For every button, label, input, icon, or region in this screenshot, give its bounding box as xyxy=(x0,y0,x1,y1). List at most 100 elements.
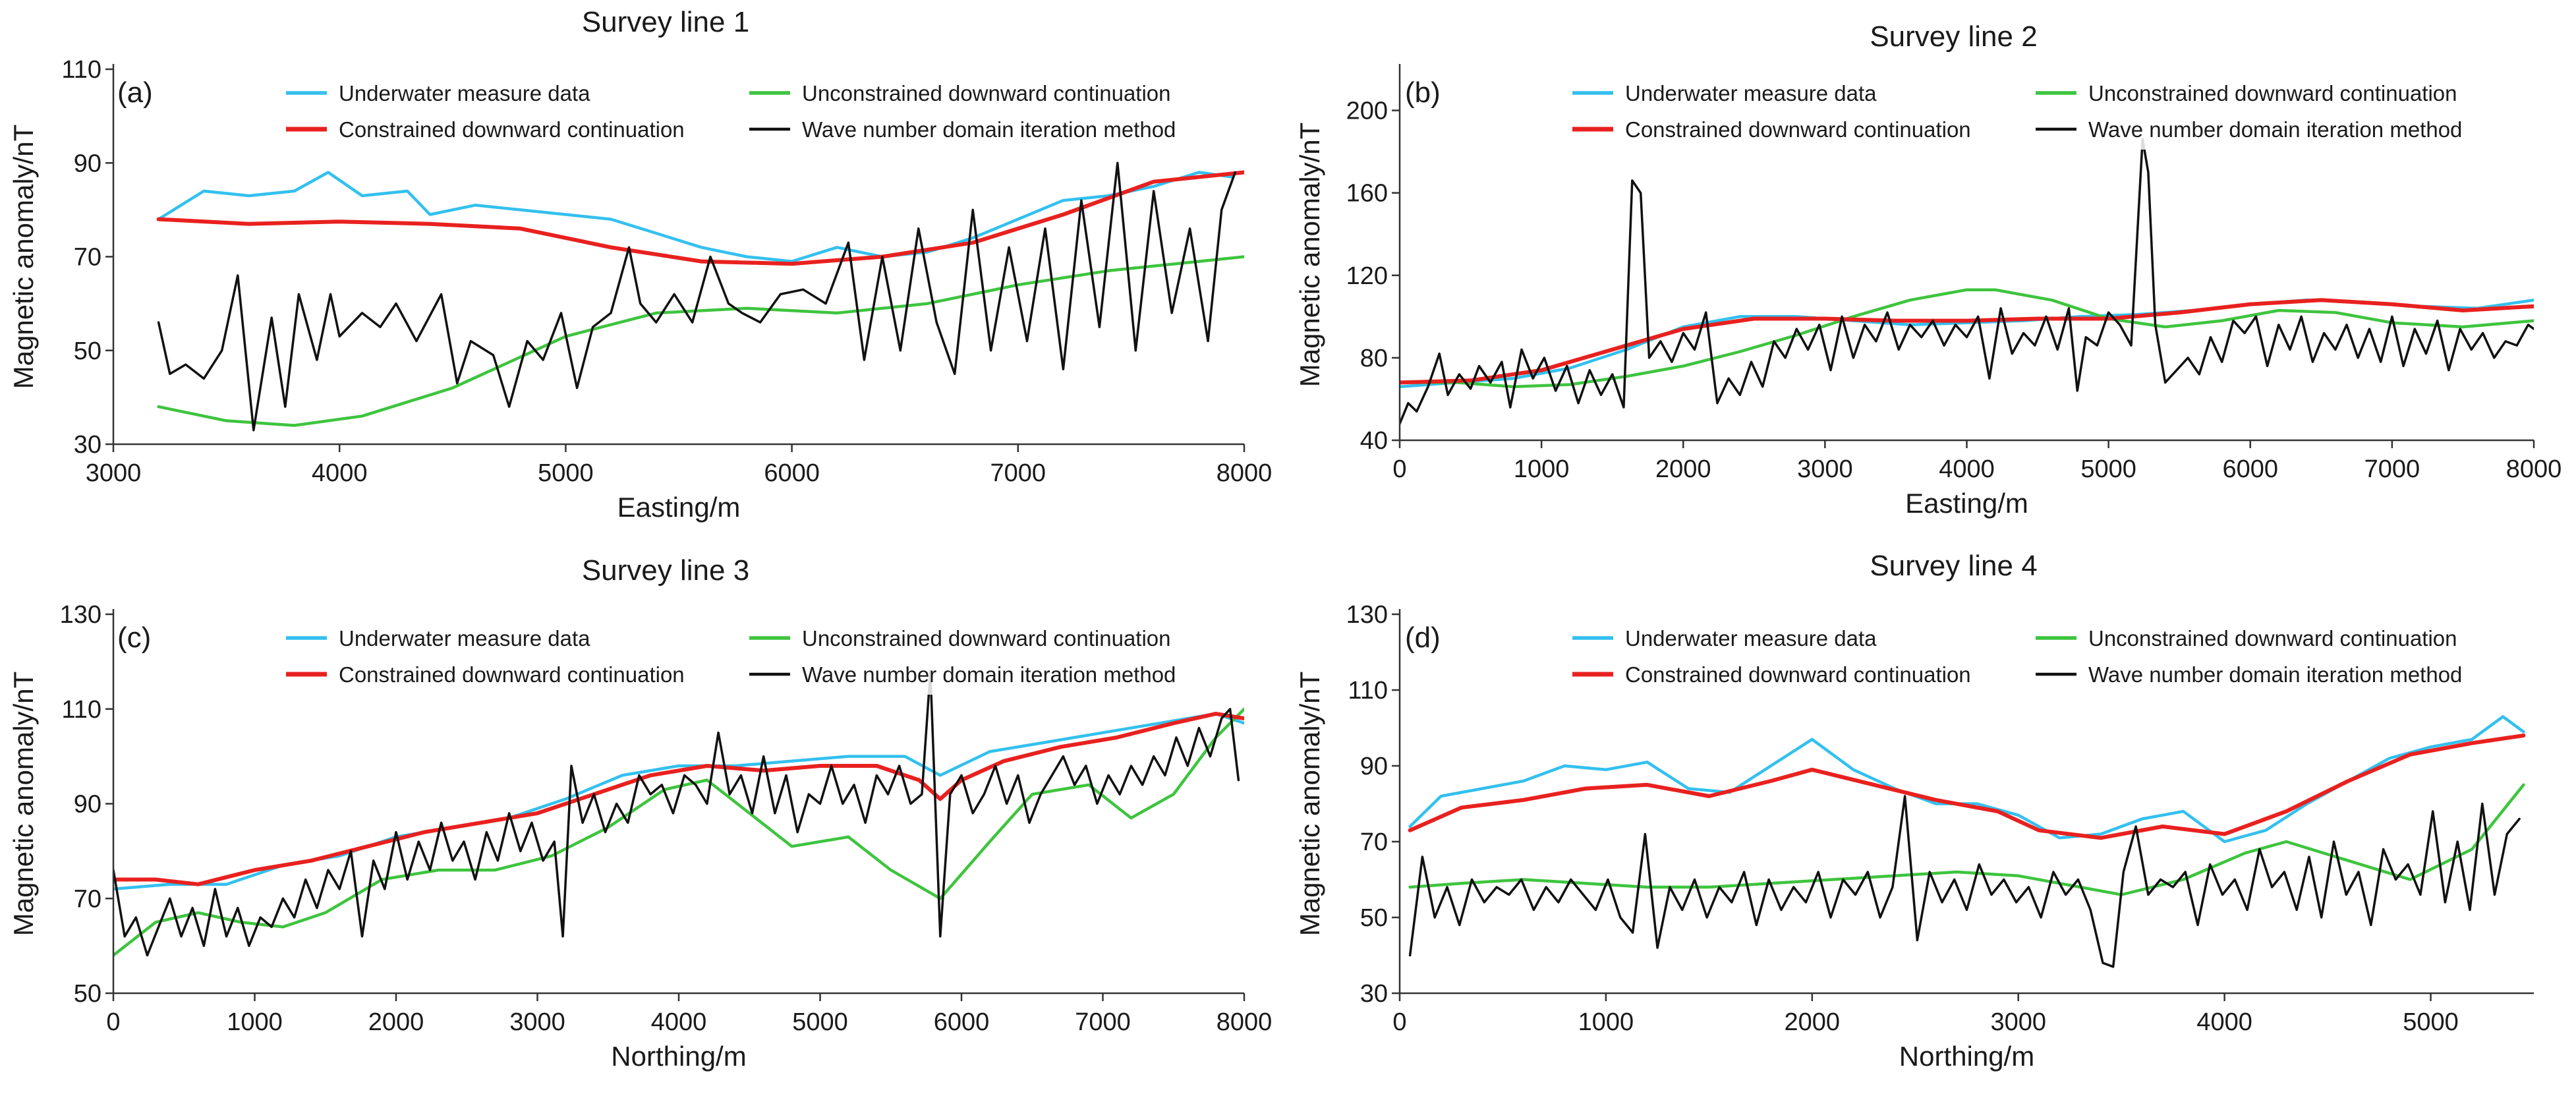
chart-panel-3: Survey line 3 0 1000 2000 3000 4000 5000 6000 70… xyxy=(8,554,1272,1072)
y-tick-label: 50 xyxy=(74,337,101,365)
series-line-wave-number-domain-iteration-method xyxy=(1408,795,2521,968)
y-tick-label: 30 xyxy=(1360,980,1388,1008)
series-line-wave-number-domain-iteration-method xyxy=(157,161,1237,432)
x-tick-label: 8000 xyxy=(1216,459,1273,487)
x-tick-label: 5000 xyxy=(538,459,594,487)
x-tick-label: 5000 xyxy=(2080,455,2136,483)
x-tick-label: 6000 xyxy=(934,1008,990,1036)
x-tick-label: 8000 xyxy=(1216,1008,1273,1036)
x-tick-label: 3000 xyxy=(1990,1008,2046,1036)
series-line-wave-number-domain-iteration-method xyxy=(1400,138,2534,425)
panel-label: (c) xyxy=(117,622,151,654)
series-line-unconstrained-downward-continuation xyxy=(157,255,1244,427)
legend-entry: Unconstrained downward continuation xyxy=(802,626,1171,651)
chart-title: Survey line 4 xyxy=(1870,550,2037,582)
x-tick-label: 1000 xyxy=(1578,1008,1634,1036)
legend: Underwater measure data Unconstrained dow… xyxy=(1560,617,2519,695)
legend-entry: Wave number domain iteration method xyxy=(2088,662,2462,687)
chart-panel-4: Survey line 4 0 1000 2000 3000 4000 5000 30 50 70… xyxy=(1294,550,2534,1072)
series-line-constrained-downward-continuation xyxy=(1408,734,2526,840)
y-tick-label: 120 xyxy=(1346,262,1388,290)
x-tick-label: 3000 xyxy=(509,1008,565,1036)
legend-entry: Underwater measure data xyxy=(339,81,590,105)
legend-entry: Wave number domain iteration method xyxy=(802,117,1176,142)
y-tick-label: 130 xyxy=(60,601,101,629)
x-tick-label: 3000 xyxy=(1797,455,1853,483)
x-tick-label: 1000 xyxy=(1514,455,1570,483)
y-tick-label: 110 xyxy=(61,56,101,84)
legend-entry: Underwater measure data xyxy=(1625,626,1877,651)
x-tick-label: 3000 xyxy=(86,459,142,487)
y-axis-label: Magnetic anomaly/nT xyxy=(1294,672,1325,937)
x-tick-label: 4000 xyxy=(2196,1008,2252,1036)
y-tick-label: 70 xyxy=(1360,828,1388,856)
x-tick-label: 6000 xyxy=(2222,455,2278,483)
x-tick-label: 1000 xyxy=(227,1008,283,1036)
y-tick-label: 90 xyxy=(74,791,101,819)
panel-label: (b) xyxy=(1405,76,1441,109)
chart-title: Survey line 2 xyxy=(1870,20,2037,53)
legend-entry: Wave number domain iteration method xyxy=(2088,117,2462,142)
series-line-underwater-measure-data xyxy=(157,171,1235,263)
x-tick-label: 7000 xyxy=(990,459,1046,487)
y-tick-label: 130 xyxy=(1346,601,1388,629)
chart-panel-2: Survey line 2 0 1000 2000 3000 4000 5000 6000 70… xyxy=(1294,20,2562,519)
x-tick-label: 5000 xyxy=(2403,1008,2459,1036)
legend-entry: Constrained downward continuation xyxy=(1625,117,1971,142)
legend-entry: Underwater measure data xyxy=(339,626,590,651)
x-tick-label: 7000 xyxy=(1075,1008,1131,1036)
legend-entry: Wave number domain iteration method xyxy=(802,662,1176,687)
chart-title: Survey line 3 xyxy=(582,554,749,587)
y-tick-label: 90 xyxy=(74,150,101,177)
x-tick-label: 0 xyxy=(1392,1008,1406,1036)
x-axis-label: Northing/m xyxy=(1899,1041,2034,1072)
legend-entry: Constrained downward continuation xyxy=(339,662,685,687)
series-line-wave-number-domain-iteration-method xyxy=(113,670,1240,957)
series-line-constrained-downward-continuation xyxy=(1400,298,2534,385)
x-tick-label: 7000 xyxy=(2364,455,2420,483)
x-axis-label: Northing/m xyxy=(611,1041,746,1072)
y-tick-label: 160 xyxy=(1346,180,1388,208)
series-line-underwater-measure-data xyxy=(113,712,1244,891)
y-tick-label: 70 xyxy=(74,885,101,913)
x-tick-label: 8000 xyxy=(2506,455,2562,483)
x-tick-label: 4000 xyxy=(651,1008,707,1036)
y-tick-label: 200 xyxy=(1346,98,1388,125)
chart-title: Survey line 1 xyxy=(582,6,749,38)
legend-entry: Underwater measure data xyxy=(1625,81,1877,105)
panel-label: (a) xyxy=(117,76,153,109)
y-axis-label: Magnetic anomaly/nT xyxy=(8,125,39,390)
x-axis-label: Easting/m xyxy=(617,492,741,523)
x-tick-label: 2000 xyxy=(1655,455,1711,483)
legend: Underwater measure data Unconstrained dow… xyxy=(274,617,1233,695)
y-tick-label: 110 xyxy=(61,696,101,724)
series-line-constrained-downward-continuation xyxy=(156,170,1244,266)
y-axis-label: Magnetic anomaly/nT xyxy=(1294,123,1325,388)
x-tick-label: 4000 xyxy=(1939,455,1995,483)
y-tick-label: 40 xyxy=(1360,427,1388,455)
y-tick-label: 30 xyxy=(74,431,101,459)
x-tick-label: 5000 xyxy=(792,1008,848,1036)
legend-entry: Constrained downward continuation xyxy=(1625,662,1971,687)
panel-label: (d) xyxy=(1405,622,1441,654)
legend-entry: Unconstrained downward continuation xyxy=(2088,626,2457,651)
series-line-unconstrained-downward-continuation xyxy=(113,707,1244,957)
series-line-unconstrained-downward-continuation xyxy=(1400,288,2534,388)
legend-entry: Unconstrained downward continuation xyxy=(802,81,1171,105)
y-tick-label: 50 xyxy=(1360,904,1388,932)
legend: Underwater measure data Unconstrained dow… xyxy=(274,72,1233,150)
x-axis-label: Easting/m xyxy=(1905,488,2028,519)
legend: Underwater measure data Unconstrained dow… xyxy=(1560,72,2519,150)
x-tick-label: 2000 xyxy=(368,1008,424,1036)
y-tick-label: 110 xyxy=(1348,677,1388,705)
y-tick-label: 80 xyxy=(1360,345,1388,372)
y-tick-label: 70 xyxy=(74,244,101,272)
x-tick-label: 6000 xyxy=(764,459,820,487)
y-tick-label: 50 xyxy=(74,980,101,1008)
x-tick-label: 2000 xyxy=(1785,1008,1841,1036)
chart-panel-1: Survey line 1 3000 4000 5000 6000 7000 8000 30 5… xyxy=(8,6,1272,523)
legend-entry: Unconstrained downward continuation xyxy=(2088,81,2457,105)
legend-entry: Constrained downward continuation xyxy=(339,117,685,142)
x-tick-label: 0 xyxy=(106,1008,120,1036)
